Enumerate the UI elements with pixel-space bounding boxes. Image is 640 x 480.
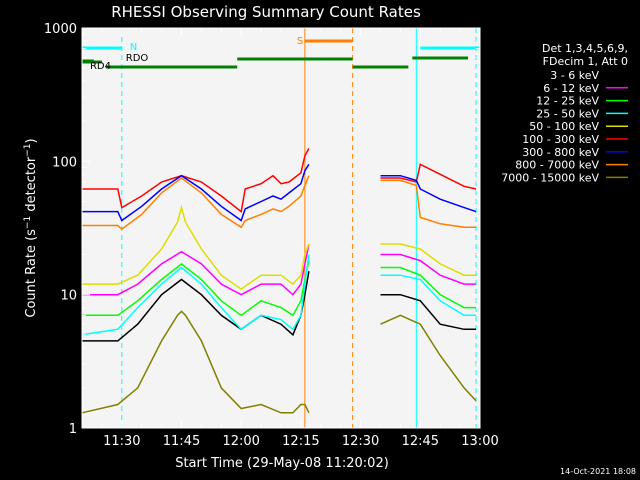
n-flag-label: N: [130, 42, 137, 53]
legend-entry-label-3: 25 - 50 keV: [536, 107, 599, 120]
x-tick-label-5: 12:45: [402, 434, 439, 449]
series-line-5-1: [380, 163, 477, 190]
x-tick-label-6: 13:00: [461, 434, 498, 449]
series-line-7-1: [380, 179, 476, 229]
legend-entry-label-4: 50 - 100 keV: [529, 120, 599, 133]
rdo-flag-label: RDO: [126, 53, 149, 64]
series-line-3-0: [81, 254, 310, 336]
legend-header-line-2: FDecim 1, Att 0: [543, 55, 628, 68]
rd4-flag-label: RD4: [90, 61, 111, 72]
series-line-2-1: [380, 266, 476, 309]
series-line-5-0: [82, 148, 310, 213]
series-line-0-1: [380, 293, 476, 331]
y-tick-label-3: 1000: [44, 22, 77, 37]
series-line-3-1: [380, 274, 476, 317]
legend-entry-label-7: 800 - 7000 keV: [515, 159, 599, 172]
x-tick-label-4: 12:30: [342, 434, 379, 449]
x-tick-label-2: 12:00: [222, 434, 259, 449]
x-tick-label-1: 11:45: [163, 434, 200, 449]
series-line-4-0: [82, 204, 310, 291]
chart-title: RHESSI Observing Summary Count Rates: [111, 3, 421, 21]
y-axis-label: Count Rate (s−1 detector−1): [23, 138, 39, 317]
timestamp: 14-Oct-2021 18:08: [560, 467, 636, 476]
series-line-1-1: [380, 253, 476, 285]
plot-area: [82, 28, 480, 428]
series-line-7-0: [82, 175, 310, 231]
saa-flag-label: S: [297, 36, 303, 47]
axis-ticks: 11:30 11:45 12:00 12:15 12:30 12:45 13:00 1 10 10…: [44, 22, 499, 449]
x-tick-label-0: 11:30: [103, 434, 140, 449]
series-line-6-0: [82, 163, 310, 222]
legend-entry-label-0: 3 - 6 keV: [550, 69, 599, 82]
series-line-8-1: [380, 314, 477, 402]
legend-entry-label-8: 7000 - 15000 keV: [501, 171, 599, 184]
y-tick-label-0: 1: [69, 422, 77, 437]
legend-header-line-1: Det 1,3,4,5,6,9,: [542, 42, 628, 55]
legend-entry-label-6: 300 - 800 keV: [522, 146, 599, 159]
series-line-2-0: [82, 260, 310, 317]
legend-entry-label-5: 100 - 300 keV: [522, 133, 599, 146]
series-layer: [81, 148, 477, 414]
y-tick-label-2: 100: [52, 155, 77, 170]
legend-entry-label-2: 12 - 25 keV: [536, 95, 599, 108]
series-line-4-1: [380, 243, 476, 276]
legend: Det 1,3,4,5,6,9, FDecim 1, Att 0 3 - 6 k…: [501, 42, 628, 184]
series-line-6-1: [380, 174, 477, 213]
x-tick-label-3: 12:15: [282, 434, 319, 449]
legend-entry-label-1: 6 - 12 keV: [543, 82, 599, 95]
x-axis-label: Start Time (29-May-08 11:20:02): [175, 456, 389, 471]
series-line-8-0: [81, 310, 310, 414]
y-tick-label-1: 10: [60, 289, 77, 304]
series-line-1-0: [82, 243, 310, 296]
flag-bars: N S RDO RD4: [82, 36, 480, 72]
